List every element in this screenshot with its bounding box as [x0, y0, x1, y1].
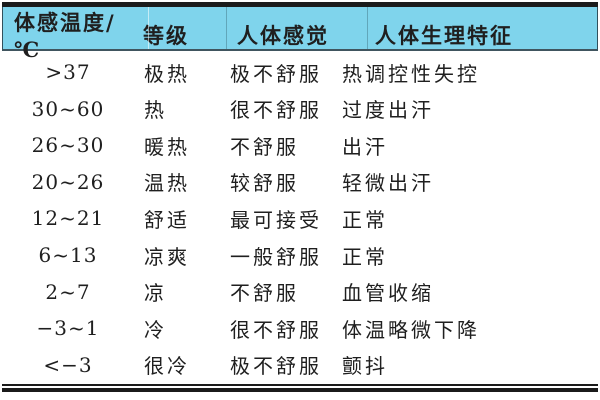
physiology-cell: 热调控性失控: [342, 61, 480, 86]
table-row: >37 极热 极不舒服 热调控性失控: [2, 54, 598, 91]
grade-cell: 极热: [144, 61, 190, 86]
physiology-cell: 正常: [342, 244, 388, 269]
physiology-cell: 过度出汗: [342, 98, 434, 123]
table-row: 20~26 温热 较舒服 轻微出汗: [2, 164, 598, 201]
physiology-cell: 颤抖: [342, 354, 388, 379]
grade-cell: 凉: [144, 281, 167, 306]
column-header-temperature: 体感温度/℃: [14, 10, 116, 62]
physiology-cell: 轻微出汗: [342, 171, 434, 196]
temp-range-cell: −3~1: [36, 316, 100, 341]
table-header-row: 体感温度/℃ 等级 人体感觉 人体生理特征: [2, 7, 598, 62]
temp-range-cell: 20~26: [31, 169, 105, 194]
feeling-cell: 不舒服: [230, 134, 299, 159]
physiology-cell: 体温略微下降: [342, 317, 480, 342]
header-column-separator: [226, 7, 227, 49]
column-header-grade: 等级: [143, 22, 189, 48]
grade-cell: 凉爽: [144, 244, 190, 269]
table-row: −3~1 冷 很不舒服 体温略微下降: [2, 310, 598, 347]
temp-range-cell: 12~21: [31, 206, 105, 231]
temp-range-cell: 30~60: [31, 96, 105, 121]
column-header-feeling: 人体感觉: [237, 22, 329, 48]
column-header-physiology: 人体生理特征: [375, 22, 513, 48]
table-row: 26~30 暖热 不舒服 出汗: [2, 127, 598, 164]
apparent-temperature-table: 体感温度/℃ 等级 人体感觉 人体生理特征 >37 极热 极不舒服 热调控性失控…: [2, 2, 598, 392]
table-row: 12~21 舒适 最可接受 正常: [2, 200, 598, 237]
grade-cell: 舒适: [144, 207, 190, 232]
grade-cell: 温热: [144, 171, 190, 196]
table-row: <−3 很冷 极不舒服 颤抖: [2, 346, 598, 383]
grade-cell: 冷: [144, 317, 167, 342]
feeling-cell: 不舒服: [230, 281, 299, 306]
feeling-cell: 较舒服: [230, 171, 299, 196]
feeling-cell: 很不舒服: [230, 98, 322, 123]
feeling-cell: 最可接受: [230, 207, 322, 232]
table-row: 6~13 凉爽 一般舒服 正常: [2, 237, 598, 274]
temp-range-cell: >37: [45, 60, 91, 85]
table-row: 30~60 热 很不舒服 过度出汗: [2, 91, 598, 128]
feeling-cell: 极不舒服: [230, 61, 322, 86]
grade-cell: 很冷: [144, 354, 190, 379]
temp-range-cell: 2~7: [45, 279, 91, 304]
table-top-rule: [2, 2, 598, 7]
feeling-cell: 很不舒服: [230, 317, 322, 342]
header-column-separator: [367, 7, 368, 49]
table-bottom-rule: [2, 384, 598, 392]
physiology-cell: 正常: [342, 207, 388, 232]
table-body: >37 极热 极不舒服 热调控性失控 30~60 热 很不舒服 过度出汗 26~…: [2, 51, 598, 383]
physiology-cell: 血管收缩: [342, 281, 434, 306]
temp-range-cell: <−3: [43, 352, 93, 377]
table-row: 2~7 凉 不舒服 血管收缩: [2, 273, 598, 310]
grade-cell: 热: [144, 98, 167, 123]
temp-range-cell: 26~30: [31, 133, 105, 158]
feeling-cell: 一般舒服: [230, 244, 322, 269]
header-column-separator: [148, 7, 149, 49]
grade-cell: 暖热: [144, 134, 190, 159]
temp-range-cell: 6~13: [38, 243, 98, 268]
feeling-cell: 极不舒服: [230, 354, 322, 379]
physiology-cell: 出汗: [342, 134, 388, 159]
